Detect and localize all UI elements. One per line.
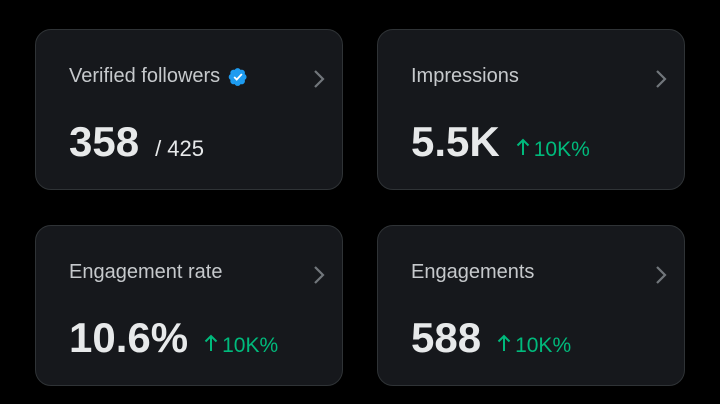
value-row: 10.6% 10K% (69, 316, 278, 360)
metric-value: 358 (69, 118, 140, 165)
up-arrow-icon (204, 334, 218, 351)
chevron-icon (314, 266, 325, 284)
card-title: Engagement rate (69, 261, 223, 283)
card-title-row: Engagements (411, 261, 534, 284)
metric-change: 10K% (497, 334, 571, 358)
metric-card[interactable]: Verified followers 358 / 425 (35, 29, 343, 190)
value-row: 5.5K 10K% (411, 120, 590, 164)
up-arrow-icon (516, 138, 529, 155)
chevron-icon (656, 266, 667, 284)
card-title: Verified followers (69, 65, 221, 87)
card-title-row: Engagement rate (69, 261, 222, 284)
change-text: 10K% (533, 138, 590, 161)
value-row: 588 10K% (411, 316, 571, 360)
metric-total: / 425 (155, 136, 205, 161)
verified-badge (228, 67, 247, 86)
metric-card[interactable]: Impressions 5.5K 10K% (377, 29, 685, 190)
chevron-icon (656, 70, 667, 88)
metric-card[interactable]: Engagement rate 10.6% 10K% (35, 225, 343, 386)
card-title: Engagements (411, 261, 535, 283)
change-text: 10K% (515, 334, 572, 357)
metric-value: 5.5K (411, 118, 500, 165)
metric-value: 588 (411, 314, 482, 361)
change-text: 10K% (222, 334, 279, 357)
metric-card[interactable]: Engagements 588 10K% (377, 225, 685, 386)
metric-value: 10.6% (69, 314, 189, 361)
card-title-row: Verified followers (69, 65, 248, 88)
value-row: 358 / 425 (69, 120, 204, 164)
metric-change: 10K% (204, 334, 278, 358)
chevron-icon (314, 70, 325, 88)
card-title-row: Impressions (411, 65, 519, 88)
metric-change: 10K% (516, 138, 590, 162)
up-arrow-icon (497, 334, 511, 351)
card-title: Impressions (411, 65, 519, 87)
